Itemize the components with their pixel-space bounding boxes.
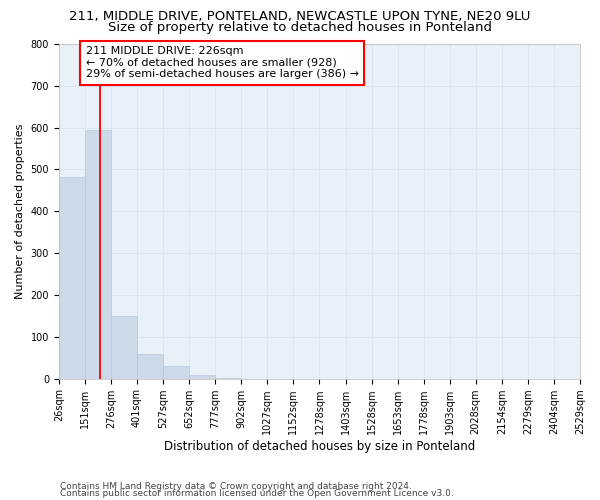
Text: Contains public sector information licensed under the Open Government Licence v3: Contains public sector information licen… bbox=[60, 489, 454, 498]
Text: Contains HM Land Registry data © Crown copyright and database right 2024.: Contains HM Land Registry data © Crown c… bbox=[60, 482, 412, 491]
Bar bbox=[137, 354, 163, 378]
Bar bbox=[85, 130, 111, 378]
Bar bbox=[163, 366, 189, 378]
Text: Size of property relative to detached houses in Ponteland: Size of property relative to detached ho… bbox=[108, 21, 492, 34]
Text: 211, MIDDLE DRIVE, PONTELAND, NEWCASTLE UPON TYNE, NE20 9LU: 211, MIDDLE DRIVE, PONTELAND, NEWCASTLE … bbox=[70, 10, 530, 23]
Text: 211 MIDDLE DRIVE: 226sqm
← 70% of detached houses are smaller (928)
29% of semi-: 211 MIDDLE DRIVE: 226sqm ← 70% of detach… bbox=[86, 46, 359, 80]
Bar bbox=[189, 376, 215, 378]
Bar bbox=[111, 316, 137, 378]
Y-axis label: Number of detached properties: Number of detached properties bbox=[15, 124, 25, 299]
X-axis label: Distribution of detached houses by size in Ponteland: Distribution of detached houses by size … bbox=[164, 440, 475, 452]
Bar bbox=[59, 176, 85, 378]
